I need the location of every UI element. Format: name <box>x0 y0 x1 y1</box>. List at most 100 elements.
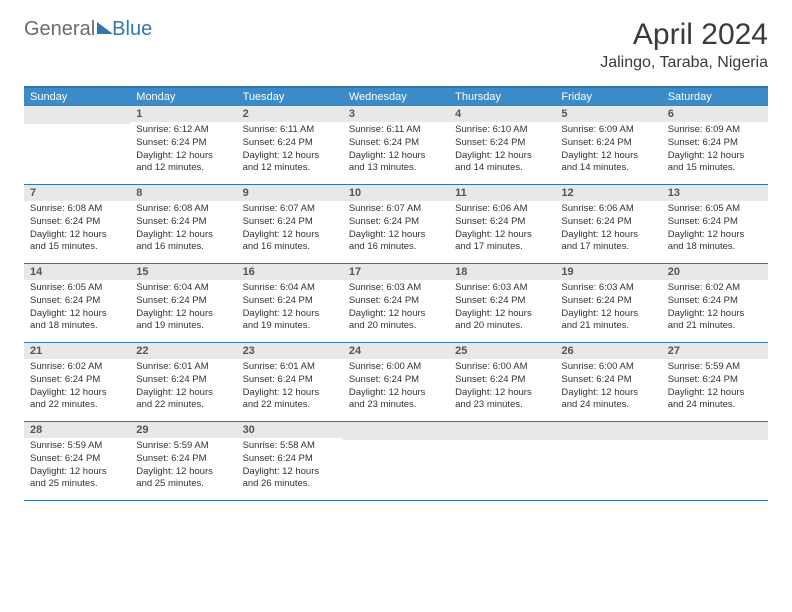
calendar-cell: 7Sunrise: 6:08 AMSunset: 6:24 PMDaylight… <box>24 185 130 263</box>
calendar-cell: 19Sunrise: 6:03 AMSunset: 6:24 PMDayligh… <box>555 264 661 342</box>
calendar-cell: 29Sunrise: 5:59 AMSunset: 6:24 PMDayligh… <box>130 422 236 500</box>
day-number: 24 <box>343 343 449 359</box>
day-number <box>449 422 555 440</box>
sunrise-text: Sunrise: 6:00 AM <box>561 361 655 374</box>
header: General Blue April 2024 Jalingo, Taraba,… <box>24 18 768 72</box>
calendar: SundayMondayTuesdayWednesdayThursdayFrid… <box>24 86 768 501</box>
calendar-cell: 4Sunrise: 6:10 AMSunset: 6:24 PMDaylight… <box>449 106 555 184</box>
sunrise-text: Sunrise: 6:06 AM <box>455 203 549 216</box>
title-block: April 2024 Jalingo, Taraba, Nigeria <box>600 18 768 72</box>
cell-body: Sunrise: 6:12 AMSunset: 6:24 PMDaylight:… <box>130 122 236 175</box>
daylight-text: Daylight: 12 hours and 20 minutes. <box>349 308 443 334</box>
day-number: 10 <box>343 185 449 201</box>
day-number: 4 <box>449 106 555 122</box>
sunrise-text: Sunrise: 6:01 AM <box>136 361 230 374</box>
day-number: 8 <box>130 185 236 201</box>
daylight-text: Daylight: 12 hours and 21 minutes. <box>561 308 655 334</box>
sunrise-text: Sunrise: 6:07 AM <box>349 203 443 216</box>
sunset-text: Sunset: 6:24 PM <box>243 453 337 466</box>
day-number <box>24 106 130 124</box>
calendar-cell: 23Sunrise: 6:01 AMSunset: 6:24 PMDayligh… <box>237 343 343 421</box>
cell-body: Sunrise: 5:59 AMSunset: 6:24 PMDaylight:… <box>24 438 130 491</box>
sunrise-text: Sunrise: 6:00 AM <box>455 361 549 374</box>
daylight-text: Daylight: 12 hours and 12 minutes. <box>136 150 230 176</box>
sunrise-text: Sunrise: 6:00 AM <box>349 361 443 374</box>
sunset-text: Sunset: 6:24 PM <box>668 295 762 308</box>
cell-body: Sunrise: 6:04 AMSunset: 6:24 PMDaylight:… <box>130 280 236 333</box>
calendar-cell: 1Sunrise: 6:12 AMSunset: 6:24 PMDaylight… <box>130 106 236 184</box>
day-number: 20 <box>662 264 768 280</box>
calendar-cell: 26Sunrise: 6:00 AMSunset: 6:24 PMDayligh… <box>555 343 661 421</box>
calendar-cell: 5Sunrise: 6:09 AMSunset: 6:24 PMDaylight… <box>555 106 661 184</box>
sunrise-text: Sunrise: 6:07 AM <box>243 203 337 216</box>
daylight-text: Daylight: 12 hours and 13 minutes. <box>349 150 443 176</box>
day-header: Tuesday <box>237 88 343 106</box>
calendar-cell: 25Sunrise: 6:00 AMSunset: 6:24 PMDayligh… <box>449 343 555 421</box>
cell-body: Sunrise: 6:09 AMSunset: 6:24 PMDaylight:… <box>555 122 661 175</box>
cell-body: Sunrise: 5:58 AMSunset: 6:24 PMDaylight:… <box>237 438 343 491</box>
cell-body: Sunrise: 6:11 AMSunset: 6:24 PMDaylight:… <box>343 122 449 175</box>
sunset-text: Sunset: 6:24 PM <box>561 295 655 308</box>
calendar-cell: 14Sunrise: 6:05 AMSunset: 6:24 PMDayligh… <box>24 264 130 342</box>
daylight-text: Daylight: 12 hours and 23 minutes. <box>349 387 443 413</box>
daylight-text: Daylight: 12 hours and 15 minutes. <box>668 150 762 176</box>
day-number: 19 <box>555 264 661 280</box>
cell-body: Sunrise: 6:03 AMSunset: 6:24 PMDaylight:… <box>555 280 661 333</box>
sunrise-text: Sunrise: 5:59 AM <box>30 440 124 453</box>
cell-body: Sunrise: 6:05 AMSunset: 6:24 PMDaylight:… <box>24 280 130 333</box>
day-header: Sunday <box>24 88 130 106</box>
day-number: 22 <box>130 343 236 359</box>
sunrise-text: Sunrise: 5:59 AM <box>136 440 230 453</box>
calendar-week: 28Sunrise: 5:59 AMSunset: 6:24 PMDayligh… <box>24 422 768 501</box>
logo-triangle-icon <box>97 22 113 34</box>
sunset-text: Sunset: 6:24 PM <box>136 137 230 150</box>
sunrise-text: Sunrise: 6:09 AM <box>561 124 655 137</box>
daylight-text: Daylight: 12 hours and 25 minutes. <box>30 466 124 492</box>
sunset-text: Sunset: 6:24 PM <box>349 374 443 387</box>
day-number: 25 <box>449 343 555 359</box>
day-number: 18 <box>449 264 555 280</box>
day-number: 16 <box>237 264 343 280</box>
day-number: 6 <box>662 106 768 122</box>
day-number: 3 <box>343 106 449 122</box>
sunset-text: Sunset: 6:24 PM <box>668 374 762 387</box>
sunset-text: Sunset: 6:24 PM <box>136 453 230 466</box>
daylight-text: Daylight: 12 hours and 19 minutes. <box>136 308 230 334</box>
day-number: 23 <box>237 343 343 359</box>
sunset-text: Sunset: 6:24 PM <box>243 137 337 150</box>
day-number: 29 <box>130 422 236 438</box>
cell-body: Sunrise: 6:11 AMSunset: 6:24 PMDaylight:… <box>237 122 343 175</box>
sunset-text: Sunset: 6:24 PM <box>30 216 124 229</box>
sunrise-text: Sunrise: 6:06 AM <box>561 203 655 216</box>
day-headers-row: SundayMondayTuesdayWednesdayThursdayFrid… <box>24 88 768 106</box>
day-number: 15 <box>130 264 236 280</box>
sunrise-text: Sunrise: 6:09 AM <box>668 124 762 137</box>
sunset-text: Sunset: 6:24 PM <box>30 295 124 308</box>
sunset-text: Sunset: 6:24 PM <box>561 374 655 387</box>
cell-body: Sunrise: 6:00 AMSunset: 6:24 PMDaylight:… <box>449 359 555 412</box>
calendar-cell <box>449 422 555 500</box>
sunset-text: Sunset: 6:24 PM <box>136 374 230 387</box>
logo-text-general: General <box>24 18 95 41</box>
calendar-cell: 30Sunrise: 5:58 AMSunset: 6:24 PMDayligh… <box>237 422 343 500</box>
cell-body: Sunrise: 6:00 AMSunset: 6:24 PMDaylight:… <box>343 359 449 412</box>
sunset-text: Sunset: 6:24 PM <box>668 216 762 229</box>
calendar-cell <box>24 106 130 184</box>
day-number: 28 <box>24 422 130 438</box>
day-number <box>662 422 768 440</box>
sunset-text: Sunset: 6:24 PM <box>30 453 124 466</box>
cell-body: Sunrise: 6:06 AMSunset: 6:24 PMDaylight:… <box>449 201 555 254</box>
sunrise-text: Sunrise: 6:04 AM <box>136 282 230 295</box>
cell-body: Sunrise: 6:01 AMSunset: 6:24 PMDaylight:… <box>130 359 236 412</box>
sunset-text: Sunset: 6:24 PM <box>349 216 443 229</box>
cell-body: Sunrise: 6:03 AMSunset: 6:24 PMDaylight:… <box>343 280 449 333</box>
day-number: 26 <box>555 343 661 359</box>
daylight-text: Daylight: 12 hours and 12 minutes. <box>243 150 337 176</box>
day-number: 30 <box>237 422 343 438</box>
calendar-cell: 10Sunrise: 6:07 AMSunset: 6:24 PMDayligh… <box>343 185 449 263</box>
sunset-text: Sunset: 6:24 PM <box>243 216 337 229</box>
cell-body: Sunrise: 6:06 AMSunset: 6:24 PMDaylight:… <box>555 201 661 254</box>
day-number: 7 <box>24 185 130 201</box>
cell-body: Sunrise: 6:07 AMSunset: 6:24 PMDaylight:… <box>237 201 343 254</box>
sunrise-text: Sunrise: 6:08 AM <box>30 203 124 216</box>
